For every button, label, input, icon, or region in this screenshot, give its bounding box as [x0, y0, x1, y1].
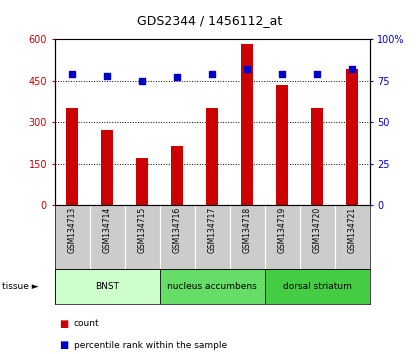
Text: count: count — [74, 319, 99, 329]
Text: tissue ►: tissue ► — [2, 282, 39, 291]
Text: ■: ■ — [59, 340, 68, 350]
Text: dorsal striatum: dorsal striatum — [283, 282, 352, 291]
Point — [349, 66, 355, 72]
Point — [174, 74, 181, 80]
Point — [279, 71, 286, 77]
Bar — [346, 69, 358, 205]
Text: percentile rank within the sample: percentile rank within the sample — [74, 341, 227, 350]
Text: GSM134716: GSM134716 — [173, 207, 181, 253]
Text: GSM134719: GSM134719 — [278, 207, 286, 253]
Bar — [276, 85, 288, 205]
Text: BNST: BNST — [95, 282, 119, 291]
Text: ■: ■ — [59, 319, 68, 329]
Point — [314, 71, 320, 77]
Bar — [160, 269, 265, 304]
Point — [139, 78, 145, 83]
Text: GSM134720: GSM134720 — [312, 207, 322, 253]
Text: GSM134717: GSM134717 — [207, 207, 217, 253]
Text: GSM134715: GSM134715 — [138, 207, 147, 253]
Text: GSM134713: GSM134713 — [68, 207, 76, 253]
Bar — [241, 45, 253, 205]
Bar — [136, 158, 148, 205]
Text: GSM134718: GSM134718 — [243, 207, 252, 253]
Point — [69, 71, 76, 77]
Text: GSM134721: GSM134721 — [348, 207, 357, 253]
Bar — [206, 108, 218, 205]
Point — [209, 71, 215, 77]
Bar — [101, 131, 113, 205]
Bar — [55, 269, 160, 304]
Bar — [265, 269, 370, 304]
Text: GSM134714: GSM134714 — [102, 207, 112, 253]
Bar — [66, 108, 78, 205]
Point — [104, 73, 110, 78]
Bar — [171, 146, 183, 205]
Text: GDS2344 / 1456112_at: GDS2344 / 1456112_at — [137, 14, 283, 27]
Bar — [311, 108, 323, 205]
Text: nucleus accumbens: nucleus accumbens — [167, 282, 257, 291]
Point — [244, 66, 250, 72]
